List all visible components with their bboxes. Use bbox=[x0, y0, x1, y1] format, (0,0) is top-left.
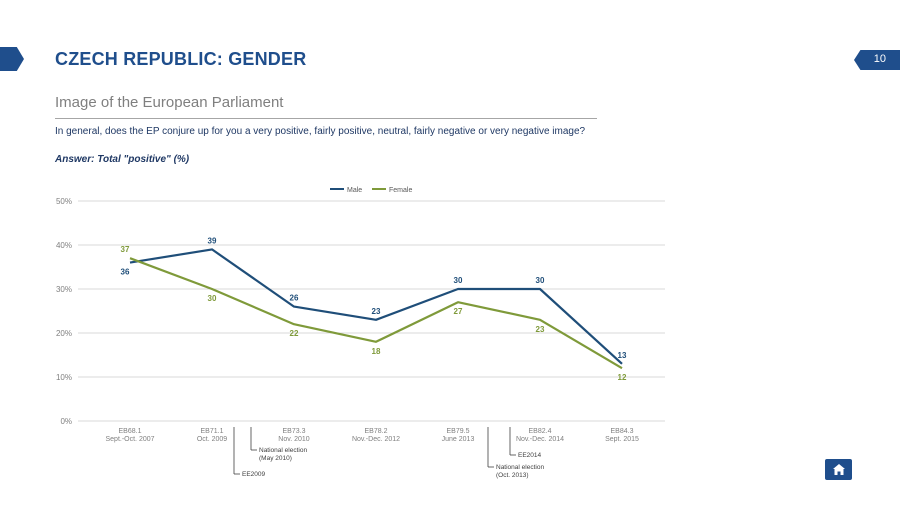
legend-label: Female bbox=[389, 187, 412, 194]
x-tick-label: Nov.-Dec. 2014 bbox=[516, 436, 564, 443]
y-tick-label: 10% bbox=[56, 373, 72, 382]
data-label-male: 13 bbox=[618, 351, 627, 360]
subtitle: Image of the European Parliament bbox=[55, 94, 284, 111]
page-number: 10 bbox=[873, 53, 886, 65]
y-tick-label: 40% bbox=[56, 241, 72, 250]
x-tick-label: Nov. 2010 bbox=[278, 436, 309, 443]
answer-text: Answer: Total "positive" (%) bbox=[55, 154, 190, 165]
x-tick-label: EB78.2 bbox=[365, 428, 388, 435]
annotation-ee2009-label: EE2009 bbox=[242, 471, 266, 478]
x-tick-label: EB68.1 bbox=[119, 428, 142, 435]
home-icon bbox=[832, 464, 845, 475]
x-tick-label: EB73.3 bbox=[283, 428, 306, 435]
y-tick-label: 20% bbox=[56, 329, 72, 338]
y-tick-label: 30% bbox=[56, 285, 72, 294]
series-line-male bbox=[129, 248, 623, 365]
data-label-male: 23 bbox=[372, 307, 381, 316]
x-tick-label: June 2013 bbox=[442, 436, 475, 443]
annotation-national-election-2010-label: (May 2010) bbox=[259, 455, 292, 462]
data-label-female: 18 bbox=[372, 347, 381, 356]
question-text: In general, does the EP conjure up for y… bbox=[55, 126, 586, 137]
data-label-female: 27 bbox=[454, 307, 463, 316]
x-tick-label: Sept. 2015 bbox=[605, 436, 639, 443]
data-label-male: 30 bbox=[536, 276, 545, 285]
data-label-female: 37 bbox=[121, 245, 130, 254]
page-number-tab bbox=[854, 50, 900, 70]
annotation-national-election-2013-label: (Oct. 2013) bbox=[496, 472, 529, 479]
annotation-ee2014-label: EE2014 bbox=[518, 452, 542, 459]
page-title: CZECH REPUBLIC: GENDER bbox=[55, 49, 307, 69]
x-tick-label: EB79.5 bbox=[447, 428, 470, 435]
data-label-male: 36 bbox=[121, 268, 130, 277]
data-label-female: 23 bbox=[536, 325, 545, 334]
y-tick-label: 50% bbox=[56, 197, 72, 206]
x-tick-label: Oct. 2009 bbox=[197, 436, 227, 443]
data-label-female: 22 bbox=[290, 329, 299, 338]
annotation-national-election-2010-label: National election bbox=[259, 447, 307, 454]
data-label-female: 30 bbox=[208, 294, 217, 303]
x-tick-label: Sept.-Oct. 2007 bbox=[105, 436, 154, 443]
legend-label: Male bbox=[347, 187, 362, 194]
x-tick-label: EB71.1 bbox=[201, 428, 224, 435]
x-tick-label: Nov.-Dec. 2012 bbox=[352, 436, 400, 443]
x-tick-label: EB82.4 bbox=[529, 428, 552, 435]
subtitle-divider bbox=[55, 118, 597, 119]
y-tick-label: 0% bbox=[60, 417, 72, 426]
data-label-male: 39 bbox=[208, 236, 217, 245]
x-tick-label: EB84.3 bbox=[611, 428, 634, 435]
data-label-male: 30 bbox=[454, 276, 463, 285]
annotation-national-election-2013-label: National election bbox=[496, 464, 544, 471]
data-label-male: 26 bbox=[290, 294, 299, 303]
home-button[interactable] bbox=[825, 459, 852, 480]
data-label-female: 12 bbox=[618, 373, 627, 382]
series-line-female bbox=[129, 257, 623, 370]
